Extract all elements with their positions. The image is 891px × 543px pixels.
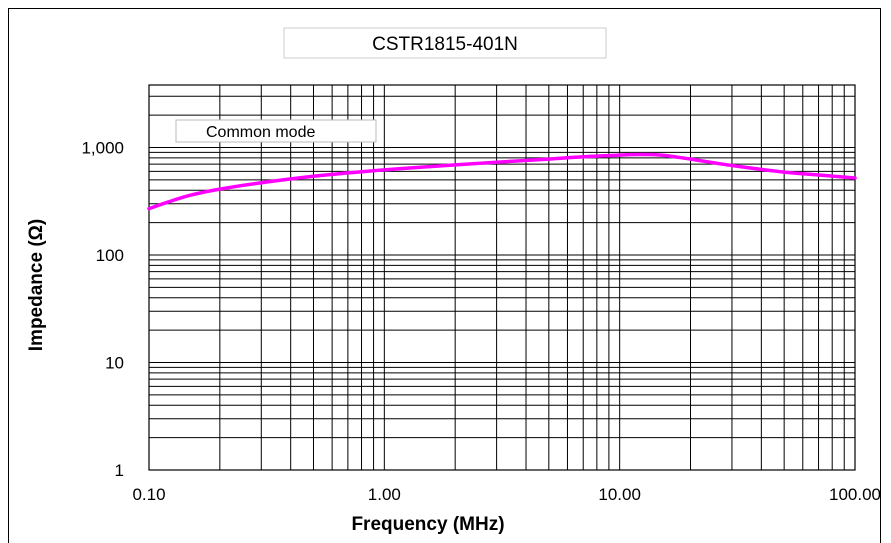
y-tick-label: 1 (115, 461, 124, 480)
y-tick-labels: 1 10 100 1,000 (81, 139, 124, 481)
y-tick-label: 10 (105, 354, 124, 373)
legend-box (175, 119, 377, 143)
chart-frame (8, 8, 881, 543)
title-box (283, 27, 607, 59)
plot-area (148, 84, 856, 471)
chart-title: CSTR1815-401N (372, 34, 518, 55)
y-axis-label: Impedance (Ω) (26, 219, 47, 351)
y-tick-label: 1,000 (81, 139, 124, 158)
x-tick-labels: 0.10 1.00 10.00 100.00 (132, 485, 881, 504)
x-tick-label: 10.00 (598, 485, 641, 504)
y-tick-label: 100 (96, 246, 124, 265)
legend-entry-common-mode: Common mode (206, 124, 315, 141)
x-axis-label: Frequency (MHz) (351, 514, 504, 535)
series-line-common-mode (147, 152, 857, 211)
series-layer (147, 152, 857, 211)
plot-border (148, 84, 856, 471)
x-tick-label: 0.10 (132, 485, 165, 504)
grid (149, 85, 855, 470)
x-tick-label: 100.00 (829, 485, 881, 504)
x-tick-label: 1.00 (368, 485, 401, 504)
